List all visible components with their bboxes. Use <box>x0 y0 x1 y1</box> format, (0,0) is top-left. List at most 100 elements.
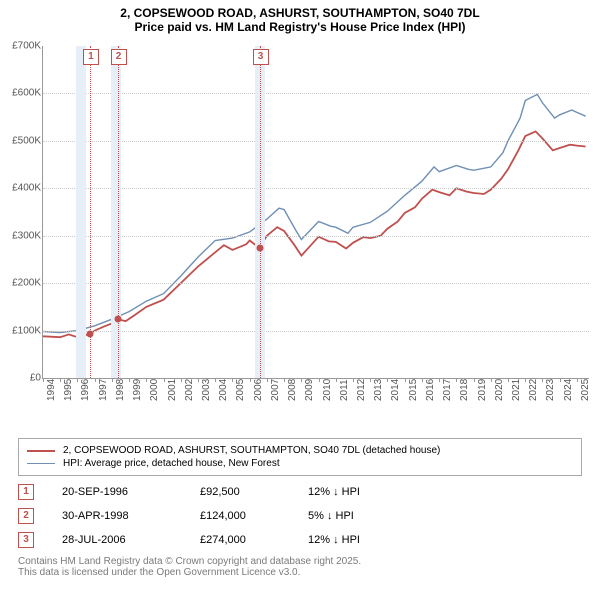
x-axis-label: 2009 <box>304 379 315 401</box>
event-date: 30-APR-1998 <box>62 510 172 522</box>
y-axis-label: £500K <box>1 135 41 146</box>
x-tick <box>112 378 113 382</box>
plot-area: £0£100K£200K£300K£400K£500K£600K£700K199… <box>42 46 589 379</box>
event-band <box>111 46 121 378</box>
events-table: 120-SEP-1996£92,50012% ↓ HPI 2 30-APR-1998… <box>18 484 582 548</box>
sale-point <box>114 316 121 323</box>
legend-swatch <box>27 463 55 464</box>
sale-point <box>86 331 93 338</box>
x-axis-label: 2008 <box>287 379 298 401</box>
x-tick <box>146 378 147 382</box>
event-date: 28-JUL-2006 <box>62 534 172 546</box>
event-row: 2 30-APR-1998 £124,000 5% ↓ HPI <box>18 508 582 524</box>
event-row: 120-SEP-1996£92,50012% ↓ HPI <box>18 484 582 500</box>
x-axis-label: 2014 <box>390 379 401 401</box>
x-axis-label: 1996 <box>80 379 91 401</box>
legend-label: HPI: Average price, detached house, New … <box>63 458 280 469</box>
x-axis-label: 2005 <box>235 379 246 401</box>
series-line-red <box>43 131 586 337</box>
gridline-h <box>43 236 589 237</box>
event-row: 3 28-JUL-2006 £274,000 12% ↓ HPI <box>18 532 582 548</box>
x-axis-label: 2025 <box>580 379 591 401</box>
x-tick <box>43 378 44 382</box>
x-axis-label: 2011 <box>339 379 350 401</box>
event-number-box: 2 <box>18 508 34 524</box>
x-tick <box>215 378 216 382</box>
x-axis-label: 1995 <box>63 379 74 401</box>
x-axis-label: 2021 <box>511 379 522 401</box>
x-axis-label: 2002 <box>184 379 195 401</box>
y-axis-label: £400K <box>1 183 41 194</box>
y-axis-label: £600K <box>1 88 41 99</box>
x-axis-label: 2004 <box>218 379 229 401</box>
legend-item: HPI: Average price, detached house, New … <box>27 458 573 469</box>
event-band <box>76 46 86 378</box>
event-number-box: 1 <box>18 484 34 500</box>
x-tick <box>387 378 388 382</box>
x-tick <box>301 378 302 382</box>
x-tick <box>198 378 199 382</box>
event-price: £274,000 <box>200 534 280 546</box>
x-axis-label: 2018 <box>459 379 470 401</box>
x-tick <box>508 378 509 382</box>
y-axis-label: £100K <box>1 325 41 336</box>
footer-attribution: Contains HM Land Registry data © Crown c… <box>18 556 582 578</box>
x-tick <box>60 378 61 382</box>
x-tick <box>250 378 251 382</box>
y-axis-label: £200K <box>1 278 41 289</box>
x-tick <box>336 378 337 382</box>
event-delta: 12% ↓ HPI <box>308 486 360 498</box>
x-tick <box>422 378 423 382</box>
chart-title-line1: 2, COPSEWOOD ROAD, ASHURST, SOUTHAMPTON,… <box>0 6 600 20</box>
gridline-h <box>43 141 589 142</box>
legend-item: 2, COPSEWOOD ROAD, ASHURST, SOUTHAMPTON,… <box>27 445 573 456</box>
x-axis-label: 2016 <box>425 379 436 401</box>
event-delta: 5% ↓ HPI <box>308 510 354 522</box>
x-axis-label: 2000 <box>149 379 160 401</box>
footer-line2: This data is licensed under the Open Gov… <box>18 567 582 578</box>
legend-swatch <box>27 450 55 452</box>
x-axis-label: 2003 <box>201 379 212 401</box>
x-axis-label: 2007 <box>270 379 281 401</box>
chart-lines-svg <box>43 46 589 378</box>
x-tick <box>542 378 543 382</box>
gridline-h <box>43 93 589 94</box>
event-marker-2: 2 <box>111 49 127 65</box>
event-marker-1: 1 <box>83 49 99 65</box>
y-axis-label: £0 <box>1 373 41 384</box>
x-axis-label: 1997 <box>98 379 109 401</box>
x-axis-label: 2017 <box>442 379 453 401</box>
x-tick <box>491 378 492 382</box>
y-axis-label: £700K <box>1 41 41 52</box>
x-tick <box>232 378 233 382</box>
event-price: £124,000 <box>200 510 280 522</box>
x-tick <box>77 378 78 382</box>
event-number-box: 3 <box>18 532 34 548</box>
x-axis-label: 2001 <box>167 379 178 401</box>
x-tick <box>439 378 440 382</box>
x-axis-label: 2019 <box>477 379 488 401</box>
x-axis-label: 1999 <box>132 379 143 401</box>
chart-title-line2: Price paid vs. HM Land Registry's House … <box>0 20 600 34</box>
x-tick <box>129 378 130 382</box>
x-tick <box>370 378 371 382</box>
x-tick <box>474 378 475 382</box>
x-tick <box>353 378 354 382</box>
x-tick <box>405 378 406 382</box>
x-tick <box>164 378 165 382</box>
x-axis-label: 2015 <box>408 379 419 401</box>
gridline-h <box>43 283 589 284</box>
event-delta: 12% ↓ HPI <box>308 534 360 546</box>
chart-area: £0 £100K £200K £300K £400K £500K £600K £700K 199… <box>0 40 600 430</box>
x-axis-label: 1994 <box>46 379 57 401</box>
x-axis-label: 2020 <box>494 379 505 401</box>
y-axis-label: £300K <box>1 230 41 241</box>
x-tick <box>577 378 578 382</box>
footer-line1: Contains HM Land Registry data © Crown c… <box>18 556 582 567</box>
event-marker-3: 3 <box>253 49 269 65</box>
event-vline <box>260 46 261 378</box>
x-axis-label: 2006 <box>253 379 264 401</box>
legend-label: 2, COPSEWOOD ROAD, ASHURST, SOUTHAMPTON,… <box>63 445 440 456</box>
x-axis-label: 2012 <box>356 379 367 401</box>
x-axis-label: 2022 <box>528 379 539 401</box>
